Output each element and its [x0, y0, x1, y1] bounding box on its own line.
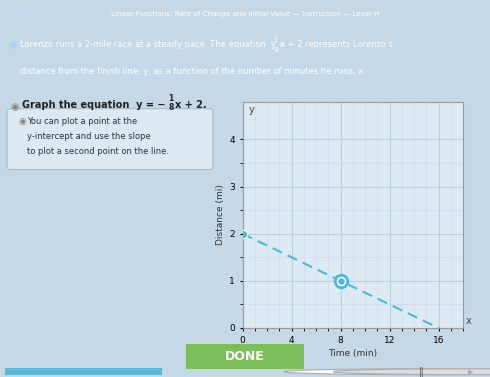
X-axis label: Time (min): Time (min)	[328, 349, 377, 358]
Bar	[5, 368, 162, 375]
Text: ◉: ◉	[18, 116, 26, 126]
Text: 8: 8	[168, 103, 173, 112]
Text: to plot a second point on the line.: to plot a second point on the line.	[27, 147, 169, 156]
Text: 1: 1	[273, 37, 277, 43]
Text: 1: 1	[168, 94, 173, 103]
Text: You can plot a point at the: You can plot a point at the	[27, 116, 137, 126]
Text: y: y	[249, 105, 254, 115]
Text: Graph the equation  y = −: Graph the equation y = −	[22, 100, 166, 110]
Circle shape	[333, 369, 490, 375]
FancyBboxPatch shape	[7, 109, 213, 170]
Text: x + 2.: x + 2.	[175, 100, 207, 110]
Text: ◉: ◉	[10, 102, 19, 112]
Text: DONE: DONE	[225, 350, 265, 363]
Text: x + 2 represents Lorenzo’s: x + 2 represents Lorenzo’s	[280, 40, 393, 49]
Circle shape	[284, 369, 490, 375]
Y-axis label: Distance (mi): Distance (mi)	[216, 184, 225, 245]
Text: ◉: ◉	[8, 40, 17, 50]
Text: 8: 8	[273, 46, 277, 52]
Text: y-intercept and use the slope: y-intercept and use the slope	[27, 132, 151, 141]
Text: Lorenzo runs a 2-mile race at a steady pace. The equation  y = −: Lorenzo runs a 2-mile race at a steady p…	[20, 40, 295, 49]
Text: distance from the finish line, y, as a function of the number of minutes he runs: distance from the finish line, y, as a f…	[20, 67, 366, 76]
Text: ▶: ▶	[468, 369, 473, 375]
FancyBboxPatch shape	[180, 343, 310, 370]
Text: Linear Functions: Rate of Change and Initial Value — Instruction — Level H: Linear Functions: Rate of Change and Ini…	[111, 11, 379, 17]
Text: i-Ready: i-Ready	[6, 9, 41, 18]
Text: x: x	[466, 316, 471, 326]
Text: ‖: ‖	[419, 366, 424, 377]
